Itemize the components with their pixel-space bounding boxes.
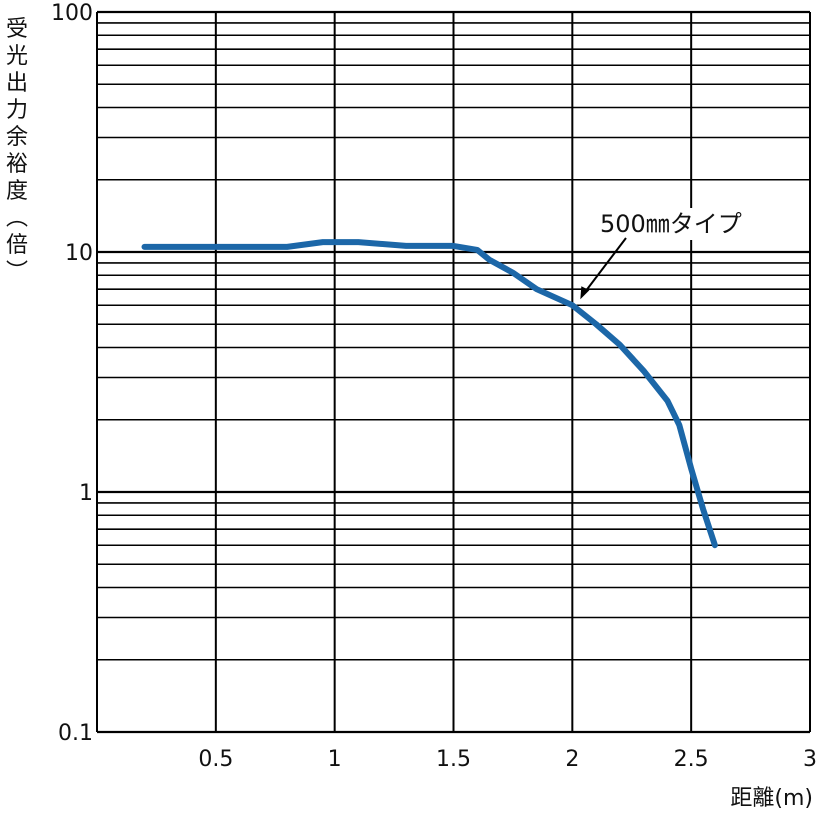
y-axis-label-char: 裕: [5, 152, 28, 177]
y-tick-label: 10: [65, 241, 93, 266]
annotation-label: 500㎜タイプ: [600, 210, 742, 238]
series-line: [141, 239, 718, 549]
y-axis-label-char: 受: [5, 17, 28, 42]
y-axis-label-char: ︵: [5, 206, 28, 231]
y-axis-label-char: 力: [5, 98, 28, 123]
x-tick-label: 1: [328, 747, 342, 772]
x-tick-label: 1.5: [436, 747, 471, 772]
y-axis-label-char: 度: [5, 179, 28, 204]
x-tick-label: 3: [803, 747, 817, 772]
y-axis-label-char: 出: [5, 71, 28, 96]
annotation-arrow-shaft: [582, 237, 627, 295]
series-layer: [141, 239, 718, 549]
annotation-layer: 500㎜タイプ: [580, 208, 772, 300]
y-axis-label-char: 倍: [5, 233, 28, 258]
y-axis-label-char: 余: [5, 125, 28, 150]
annotation-backing: [594, 208, 772, 240]
x-tick-label: 2: [565, 747, 579, 772]
x-tick-labels: 0.5 1 1.5 2 2.5 3: [198, 747, 817, 772]
y-tick-label: 100: [51, 1, 93, 26]
y-tick-labels: 0.1 1 10 100: [51, 1, 93, 746]
annotation-arrow-head: [580, 286, 590, 300]
y-axis-label: 受光出力余裕度 ︵ 倍 ︶: [4, 16, 30, 286]
y-tick-label: 1: [79, 481, 93, 506]
grid: [96, 10, 811, 734]
y-axis-label-char: 光: [5, 44, 28, 69]
x-axis-label: 距離(m): [730, 786, 813, 811]
y-tick-label: 0.1: [58, 721, 93, 746]
x-tick-label: 0.5: [198, 747, 233, 772]
x-tick-label: 2.5: [674, 747, 709, 772]
y-axis-label-char: ︶: [5, 260, 28, 285]
